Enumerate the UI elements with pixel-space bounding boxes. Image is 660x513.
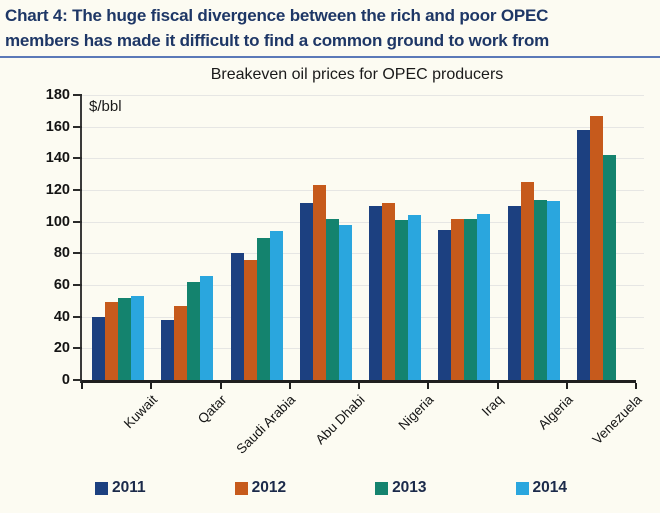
legend-swatch-2011 [95,481,108,495]
gridline-140 [82,158,644,160]
gridline-60 [82,285,644,286]
legend-item-2011: 2011 [95,479,146,497]
figure-caption-line2: members has made it difficult to find a … [5,31,550,50]
bar-algeria-2014 [546,201,560,380]
bar-abu-dhabi-2014 [338,224,352,380]
bar-algeria-2012 [520,182,534,380]
bar-kuwait-2014 [131,296,144,380]
y-tick-180 [73,94,82,96]
bar-venezuela-2013 [602,155,616,380]
gridline-80 [82,253,644,255]
y-tick-120 [73,189,82,191]
gridline-160 [82,126,644,128]
y-tick-label-120: 120 [45,182,70,198]
legend-label-2014: 2014 [532,479,567,496]
y-tick-100 [73,220,82,223]
y-tick-60 [73,284,82,286]
bar-saudi-arabia-2012 [243,259,257,380]
x-label-venezuela: Venezuela [589,392,645,448]
caption-underline [0,56,660,58]
legend-item-2013: 2013 [375,479,427,497]
bar-qatar-2013 [187,281,201,380]
bar-nigeria-2014 [408,215,421,380]
y-tick-label-0: 0 [61,372,70,388]
gridline-40 [82,316,644,318]
x-label-saudi-arabia: Saudi Arabia [233,392,299,457]
y-tick-0 [73,379,82,381]
bar-venezuela-2012 [589,115,603,380]
y-tick-label-160: 160 [45,118,70,135]
gridline-120 [82,190,644,191]
y-tick-20 [73,347,82,350]
x-label-iraq: Iraq [479,392,507,420]
bar-nigeria-2013 [395,220,408,380]
figure-caption: Chart 4: The huge fiscal divergence betw… [5,3,657,53]
bar-nigeria-2012 [382,202,395,380]
y-tick-label-80: 80 [53,245,70,262]
bar-algeria-2011 [507,205,521,380]
x-tick-0 [81,383,83,389]
legend-swatch-2013 [375,481,389,495]
y-tick-140 [73,157,82,160]
legend-label-2011: 2011 [112,479,146,496]
bar-kuwait-2012 [105,302,118,380]
bar-qatar-2011 [161,319,175,380]
y-tick-80 [73,252,82,255]
y-axis-unit-label: $/bbl [89,98,122,115]
y-tick-label-40: 40 [53,308,70,325]
bar-qatar-2014 [200,275,214,380]
legend: 2011 2012 2013 2014 [95,479,567,497]
x-label-abu-dhabi: Abu Dhabi [312,392,368,448]
x-tick-5 [427,383,430,389]
figure-caption-line1: Chart 4: The huge fiscal divergence betw… [5,6,549,25]
bar-qatar-2012 [174,305,188,380]
x-tick-8 [635,383,637,389]
legend-label-2013: 2013 [392,479,427,496]
y-tick-label-180: 180 [45,87,70,103]
bar-kuwait-2011 [92,316,105,380]
y-tick-label-20: 20 [53,340,70,357]
bar-nigeria-2011 [369,205,382,380]
bar-iraq-2011 [438,229,452,380]
y-tick-label-100: 100 [45,213,70,230]
x-label-algeria: Algeria [535,392,576,433]
x-tick-3 [288,383,291,389]
x-tick-6 [496,383,499,389]
y-tick-160 [73,125,82,128]
bar-abu-dhabi-2013 [325,218,339,380]
bar-saudi-arabia-2011 [230,253,244,380]
y-tick-label-60: 60 [53,277,70,293]
legend-swatch-2014 [515,481,529,495]
plot-area: $/bbl Kuwait Qatar Saudi Arabia Abu Dhabi Ni… [46,87,645,457]
bar-iraq-2012 [451,218,465,380]
gridline-20 [82,348,644,350]
bar-venezuela-2011 [576,129,590,380]
chart-title: Breakeven oil prices for OPEC producers [210,66,504,83]
x-tick-2 [219,383,222,389]
x-tick-1 [150,383,153,389]
x-label-qatar: Qatar [194,392,230,427]
x-tick-4 [358,383,360,389]
gridline-100 [82,221,644,223]
bar-abu-dhabi-2011 [299,202,313,380]
gridline-180 [82,95,644,96]
x-tick-7 [565,383,568,389]
bar-saudi-arabia-2014 [269,231,283,380]
bar-abu-dhabi-2012 [312,185,326,380]
bar-iraq-2014 [477,213,491,380]
legend-item-2012: 2012 [234,479,287,497]
x-label-kuwait: Kuwait [120,392,160,432]
bar-iraq-2013 [464,218,478,380]
y-tick-label-140: 140 [45,150,70,167]
legend-label-2012: 2012 [251,479,287,496]
bar-algeria-2013 [533,199,547,380]
bar-kuwait-2013 [118,297,131,380]
legend-swatch-2012 [234,481,248,495]
y-tick-40 [73,315,82,318]
x-label-nigeria: Nigeria [395,392,437,433]
bar-saudi-arabia-2013 [256,237,270,380]
legend-item-2014: 2014 [515,479,567,497]
